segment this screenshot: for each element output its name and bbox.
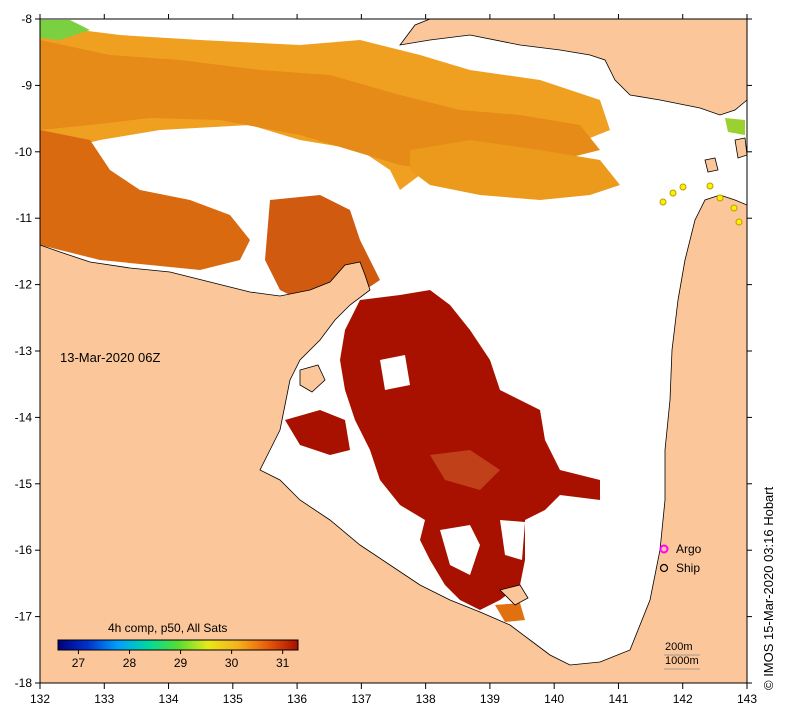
y-tick-label: -14 bbox=[15, 410, 33, 424]
y-tick-label: -12 bbox=[15, 278, 33, 292]
imos-credit: © IMOS 15-Mar-2020 03:16 Hobart bbox=[761, 486, 776, 690]
sst-patch bbox=[430, 450, 500, 490]
contour-1000m-label: 1000m bbox=[665, 655, 699, 667]
argo-marker-icon bbox=[659, 544, 669, 554]
colorbar-title: 4h comp, p50, All Sats bbox=[108, 621, 227, 635]
y-tick-label: -13 bbox=[15, 344, 33, 358]
sst-patch bbox=[40, 40, 600, 170]
y-tick-label: -16 bbox=[15, 543, 33, 557]
land-island bbox=[299, 364, 326, 393]
x-tick-label: 142 bbox=[673, 692, 693, 706]
sst-patch bbox=[410, 140, 620, 200]
colorbar-tick-label: 30 bbox=[225, 656, 239, 670]
argo-float-marker bbox=[735, 218, 743, 226]
y-tick-label: -18 bbox=[15, 676, 33, 690]
sst-patch bbox=[725, 118, 745, 135]
sst-gap bbox=[440, 525, 480, 575]
sst-patch bbox=[40, 20, 90, 40]
colorbar: 4h comp, p50, All Sats 27 28 29 30 31 bbox=[57, 621, 299, 670]
argo-float-marker bbox=[659, 198, 667, 206]
colorbar-tick-label: 27 bbox=[72, 656, 86, 670]
y-tick-label: -10 bbox=[15, 145, 33, 159]
x-tick-label: 132 bbox=[30, 692, 50, 706]
colorbar-bar bbox=[57, 639, 299, 651]
land-australia bbox=[40, 194, 747, 683]
date-label: 13-Mar-2020 06Z bbox=[60, 350, 160, 365]
sst-patch bbox=[495, 603, 525, 622]
colorbar-ticks: 27 28 29 30 31 bbox=[72, 650, 290, 670]
x-tick-label: 138 bbox=[416, 692, 436, 706]
x-tick-label: 137 bbox=[351, 692, 371, 706]
land-layer bbox=[40, 19, 747, 683]
sst-patch bbox=[285, 410, 350, 455]
argo-float-marker bbox=[706, 182, 714, 190]
x-tick-label: 140 bbox=[544, 692, 564, 706]
land-island bbox=[734, 137, 747, 159]
depth-contour-legend: 200m 1000m bbox=[664, 641, 700, 670]
argo-float-marker bbox=[679, 183, 687, 191]
x-tick-label: 141 bbox=[608, 692, 628, 706]
colorbar-tick-label: 28 bbox=[123, 656, 137, 670]
legend: Argo Ship bbox=[659, 542, 702, 575]
land-island bbox=[499, 584, 529, 606]
x-tick-label: 133 bbox=[94, 692, 114, 706]
y-axis: -8 -9 -10 -11 -12 -13 -14 -15 -16 -17 -18 bbox=[15, 12, 752, 690]
ship-marker-icon bbox=[659, 563, 669, 573]
x-tick-label: 135 bbox=[223, 692, 243, 706]
y-tick-label: -15 bbox=[15, 477, 33, 491]
land-island bbox=[704, 157, 719, 173]
land-new-guinea bbox=[399, 19, 747, 116]
sst-gap bbox=[500, 520, 525, 560]
y-tick-label: -17 bbox=[15, 610, 33, 624]
x-tick-label: 139 bbox=[480, 692, 500, 706]
y-tick-label: -8 bbox=[21, 12, 32, 26]
x-tick-label: 143 bbox=[737, 692, 757, 706]
y-tick-label: -9 bbox=[21, 78, 32, 92]
sst-data-layer bbox=[40, 20, 745, 622]
y-tick-label: -11 bbox=[16, 211, 33, 225]
argo-float-marker bbox=[730, 204, 738, 212]
legend-argo-label: Argo bbox=[676, 542, 702, 556]
x-tick-label: 134 bbox=[159, 692, 179, 706]
legend-ship-label: Ship bbox=[676, 561, 700, 575]
sst-patch bbox=[40, 130, 250, 270]
x-tick-label: 136 bbox=[287, 692, 307, 706]
contour-200m-label: 200m bbox=[665, 641, 693, 653]
argo-float-marker bbox=[669, 189, 677, 197]
colorbar-tick-label: 31 bbox=[276, 656, 290, 670]
argo-float-markers bbox=[659, 182, 743, 226]
argo-float-marker bbox=[716, 194, 724, 202]
x-axis: 132 133 134 135 136 137 138 139 140 141 142 143 bbox=[30, 14, 757, 706]
sst-gap bbox=[380, 355, 410, 390]
colorbar-tick-label: 29 bbox=[174, 656, 188, 670]
